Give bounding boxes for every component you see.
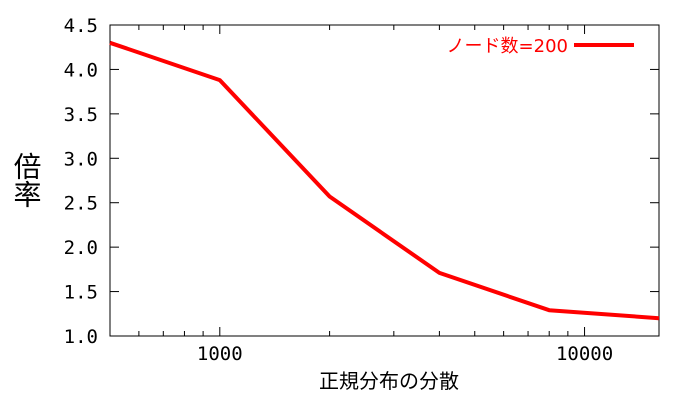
y-tick-label: 3.5 <box>64 104 98 126</box>
series-line <box>109 40 660 321</box>
axis-tick-labels: 1.0 1.5 2.0 2.5 3.0 3.5 4.0 4.5 1000 10000 <box>64 15 613 365</box>
y-tick-label: 2.0 <box>64 237 98 259</box>
y-tick-label: 3.0 <box>64 148 98 170</box>
plot-frame <box>109 24 660 337</box>
y-tick-label: 1.5 <box>64 282 98 304</box>
x-axis-label: 正規分布の分散 <box>319 369 459 393</box>
axis-ticks <box>110 24 659 337</box>
x-tick-label: 10000 <box>556 343 613 365</box>
y-tick-label: 1.0 <box>64 326 98 348</box>
legend: ノード数=200 <box>447 36 634 57</box>
y-axis-label: 倍率 <box>10 152 43 208</box>
y-tick-label: 2.5 <box>64 193 98 215</box>
y-tick-label: 4.0 <box>64 59 98 81</box>
x-tick-label: 1000 <box>197 343 243 365</box>
legend-label: ノード数=200 <box>447 36 568 57</box>
series-layer <box>109 40 660 321</box>
y-tick-label: 4.5 <box>64 15 98 37</box>
